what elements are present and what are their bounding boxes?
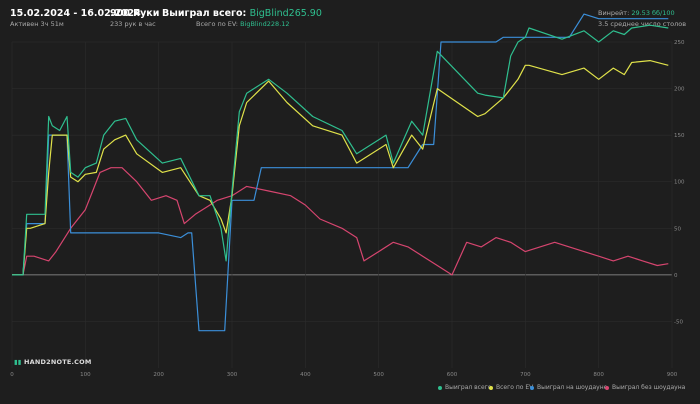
- date-block: 15.02.2024 - 16.02.2024 Активен 3ч 51м: [10, 8, 141, 30]
- legend-ev-dot-icon: [489, 385, 493, 390]
- y-tick-label: 150: [674, 133, 685, 139]
- hand2note-logo: ▮▮ HAND2NOTE.COM: [14, 358, 92, 366]
- legend-nonshowdown[interactable]: Выиграл без шоудауна: [605, 384, 685, 391]
- x-tick-label: 400: [300, 372, 311, 378]
- x-tick-label: 0: [10, 372, 14, 378]
- winrate-value: 29.53 бб/100: [631, 9, 675, 17]
- x-tick-label: 300: [227, 372, 238, 378]
- avg-tables: 3.5 среднее число столов: [598, 20, 687, 28]
- won-total-value: BigBlind265.90: [249, 8, 322, 19]
- y-tick-label: 50: [674, 226, 681, 232]
- legend-ev[interactable]: Всего по EV: [489, 384, 533, 391]
- x-tick-label: 900: [667, 372, 678, 378]
- won-block: Выиграл всего: BigBlind265.90 Всего по E…: [162, 8, 322, 30]
- y-tick-label: -50: [674, 319, 683, 325]
- hands-per-hour: 233 рук в час: [110, 20, 156, 28]
- hands-count: 900 Руки: [110, 8, 160, 19]
- winrate-label: Винрейт:: [598, 9, 630, 17]
- legend-total[interactable]: Выиграл всего: [438, 384, 491, 391]
- ev-total-label: Всего по EV:: [196, 20, 238, 28]
- hands-block: 900 Руки 233 рук в час: [110, 8, 159, 30]
- legend-total-dot-icon: [438, 385, 442, 390]
- legend-showdown-dot-icon: [530, 385, 534, 390]
- legend-nonshowdown-dot-icon: [605, 385, 609, 390]
- x-tick-label: 200: [153, 372, 164, 378]
- ev-total-value: BigBlind228.12: [240, 20, 290, 28]
- logo-mark-icon: ▮▮: [14, 358, 22, 366]
- legend-showdown-label: Выиграл на шоудауне: [537, 384, 608, 391]
- x-tick-label: 700: [520, 372, 531, 378]
- series-ev-line: [12, 59, 669, 276]
- series-showdown-line: [12, 13, 669, 332]
- y-tick-label: 0: [674, 273, 678, 279]
- x-tick-label: 500: [373, 372, 384, 378]
- logo-text: HAND2NOTE.COM: [24, 358, 92, 366]
- active-time: Активен 3ч 51м: [10, 20, 64, 28]
- y-tick-label: 100: [674, 180, 685, 186]
- legend-showdown[interactable]: Выиграл на шоудауне: [530, 384, 607, 391]
- x-tick-label: 800: [593, 372, 604, 378]
- y-tick-label: 250: [674, 40, 685, 46]
- y-tick-label: 200: [674, 87, 685, 93]
- x-tick-label: 100: [80, 372, 91, 378]
- x-tick-label: 600: [447, 372, 458, 378]
- series-nonshowdown-line: [12, 167, 669, 276]
- won-total-label: Выиграл всего:: [162, 8, 247, 19]
- legend-total-label: Выиграл всего: [445, 384, 492, 391]
- legend-ev-label: Всего по EV: [496, 384, 534, 391]
- winrate-block: Винрейт: 29.53 бб/100 3.5 среднее число …: [598, 8, 686, 30]
- series-total-line: [12, 24, 669, 276]
- legend-nonshowdown-label: Выиграл без шоудауна: [612, 384, 686, 391]
- date-range: 15.02.2024 - 16.02.2024: [10, 8, 141, 19]
